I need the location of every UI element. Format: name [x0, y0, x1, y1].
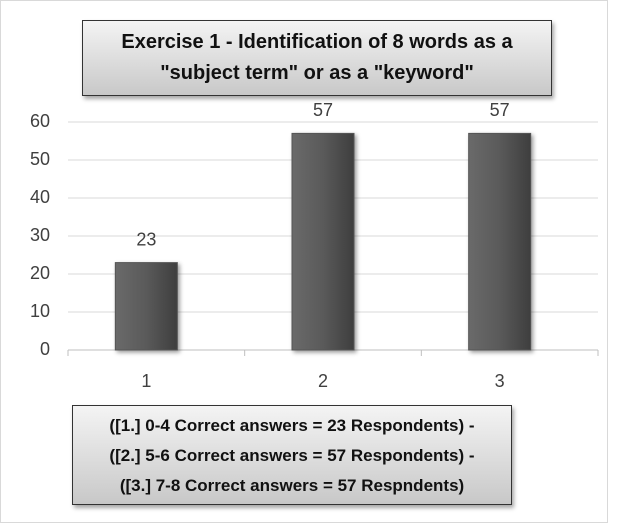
chart-title: Exercise 1 - Identification of 8 words a…: [82, 20, 552, 96]
x-tick-label: 1: [141, 371, 151, 391]
footnote-line: ([2.] 5-6 Correct answers = 57 Responden…: [109, 446, 475, 465]
bar: [468, 132, 532, 351]
footnote-line: ([1.] 0-4 Correct answers = 23 Responden…: [109, 416, 475, 435]
x-tick-label: 2: [318, 371, 328, 391]
data-label: 23: [136, 229, 156, 249]
y-tick-label: 60: [30, 111, 50, 131]
bar: [291, 132, 355, 351]
y-tick-label: 50: [30, 149, 50, 169]
x-tick-label: 3: [495, 371, 505, 391]
y-tick-label: 10: [30, 301, 50, 321]
data-label: 57: [313, 100, 333, 120]
y-tick-label: 0: [40, 339, 50, 359]
footnote-box: ([1.] 0-4 Correct answers = 23 Responden…: [72, 405, 512, 505]
data-label: 57: [490, 100, 510, 120]
y-tick-label: 30: [30, 225, 50, 245]
y-tick-label: 20: [30, 263, 50, 283]
bar: [114, 262, 178, 351]
footnote-line: ([3.] 7-8 Correct answers = 57 Respndent…: [119, 476, 465, 495]
y-tick-label: 40: [30, 187, 50, 207]
